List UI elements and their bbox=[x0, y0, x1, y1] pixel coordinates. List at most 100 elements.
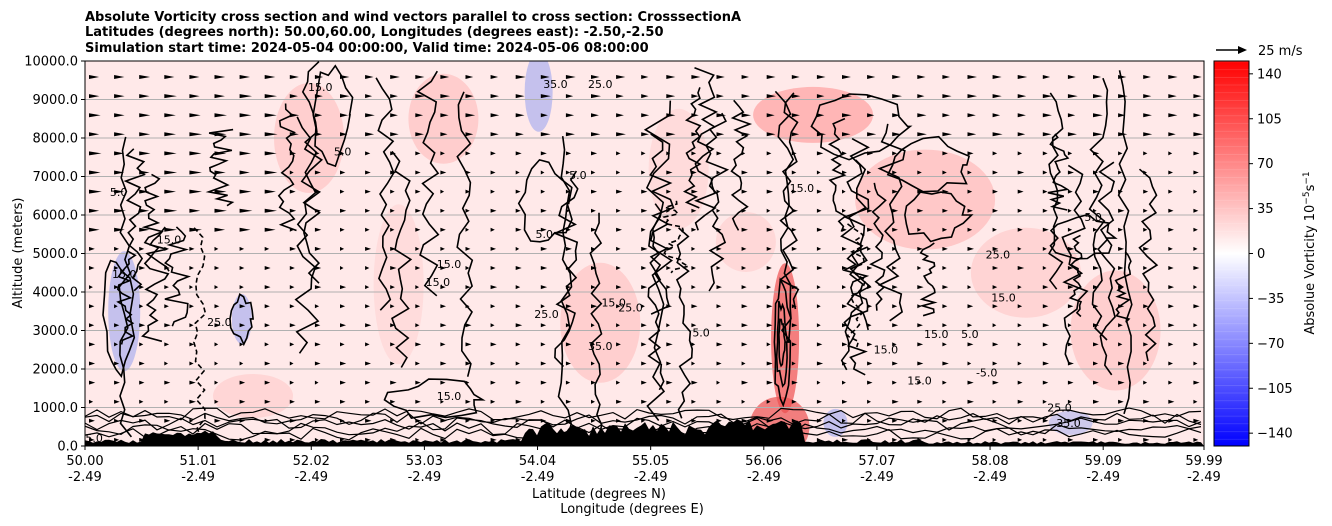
wind-arrow bbox=[942, 380, 947, 385]
wind-arrow bbox=[1093, 266, 1100, 270]
y-tick-label: 5000.0 bbox=[33, 247, 79, 262]
wind-arrow bbox=[540, 151, 547, 156]
wind-arrow bbox=[842, 380, 846, 385]
wind-arrow bbox=[967, 361, 972, 366]
wind-arrow bbox=[766, 266, 772, 270]
wind-arrow bbox=[89, 246, 95, 251]
wind-arrow bbox=[214, 399, 219, 404]
wind-arrow bbox=[540, 323, 547, 328]
vorticity-blob bbox=[213, 373, 294, 418]
wind-arrow bbox=[214, 75, 226, 79]
wind-arrow bbox=[390, 342, 395, 347]
contour-line bbox=[647, 203, 665, 391]
wind-arrow bbox=[1143, 132, 1153, 137]
wind-arrow bbox=[616, 113, 624, 118]
wind-arrow bbox=[540, 208, 547, 213]
x-tick-label-longitude: -2.49 bbox=[1086, 470, 1120, 485]
contour-line bbox=[416, 70, 440, 297]
contour-loop bbox=[383, 378, 486, 419]
y-tick-label: 1000.0 bbox=[33, 401, 79, 416]
wind-arrow bbox=[89, 285, 93, 290]
wind-arrow bbox=[415, 285, 420, 290]
wind-arrow bbox=[741, 304, 748, 309]
wind-arrow bbox=[264, 94, 277, 99]
wind-arrow bbox=[591, 208, 596, 213]
wind-arrow bbox=[917, 380, 922, 385]
wind-arrow bbox=[691, 132, 699, 137]
wind-arrow bbox=[515, 323, 523, 328]
wind-arrow bbox=[1017, 323, 1022, 328]
contour-label: 15.0 bbox=[601, 297, 626, 310]
wind-arrow bbox=[766, 380, 773, 385]
wind-arrow bbox=[816, 227, 823, 232]
wind-arrow bbox=[114, 113, 125, 118]
wind-arrow bbox=[1143, 437, 1150, 442]
wind-arrow bbox=[816, 361, 824, 366]
wind-arrow bbox=[1093, 437, 1099, 442]
wind-arrow bbox=[264, 399, 271, 404]
wind-arrow bbox=[139, 304, 144, 309]
wind-arrow bbox=[515, 208, 521, 213]
wind-arrow bbox=[1067, 132, 1077, 137]
wind-arrow bbox=[892, 189, 899, 194]
wind-arrow bbox=[842, 227, 847, 232]
wind-arrow bbox=[365, 304, 370, 309]
wind-arrow bbox=[239, 361, 244, 366]
wind-arrow bbox=[716, 285, 722, 290]
wind-arrow bbox=[89, 323, 95, 328]
wind-arrow bbox=[340, 399, 346, 404]
contour-label: 5.0 bbox=[1084, 211, 1102, 224]
wind-arrow bbox=[917, 246, 923, 251]
wind-arrow bbox=[415, 151, 421, 156]
wind-arrow bbox=[1093, 380, 1099, 385]
wind-arrow bbox=[465, 342, 472, 347]
wind-arrow bbox=[314, 361, 321, 366]
wind-arrow bbox=[917, 75, 926, 79]
wind-arrow bbox=[1093, 151, 1100, 156]
wind-arrow bbox=[289, 361, 294, 366]
wind-arrow bbox=[440, 380, 446, 385]
wind-arrow bbox=[289, 94, 298, 99]
wind-arrow bbox=[164, 170, 178, 175]
wind-arrow bbox=[390, 189, 395, 194]
wind-arrow bbox=[1168, 227, 1174, 232]
wind-arrow bbox=[289, 399, 295, 404]
wind-arrow bbox=[189, 189, 202, 194]
wind-arrow bbox=[1168, 323, 1175, 328]
wind-arrow bbox=[892, 266, 897, 270]
wind-arrow bbox=[565, 208, 570, 213]
x-tick-label-latitude: 52.02 bbox=[293, 454, 330, 469]
contour-line bbox=[118, 136, 133, 438]
wind-arrow bbox=[816, 246, 822, 251]
wind-arrow bbox=[741, 151, 746, 156]
wind-arrow bbox=[565, 285, 571, 290]
wind-arrow bbox=[942, 323, 947, 328]
wind-arrow bbox=[1042, 246, 1047, 251]
wind-arrow bbox=[1118, 189, 1123, 194]
wind-arrow bbox=[565, 151, 572, 156]
wind-arrow bbox=[540, 380, 547, 385]
wind-arrow bbox=[741, 361, 746, 366]
wind-arrow bbox=[892, 285, 898, 290]
wind-arrow bbox=[1017, 342, 1022, 347]
wind-arrow bbox=[114, 246, 119, 251]
wind-arrow bbox=[365, 380, 371, 385]
wind-arrow bbox=[540, 285, 548, 290]
wind-arrow bbox=[867, 227, 874, 232]
wind-arrow bbox=[967, 113, 976, 118]
wind-arrow bbox=[716, 208, 721, 213]
wind-arrow bbox=[189, 418, 194, 423]
y-tick-label: 8000.0 bbox=[33, 132, 79, 147]
title-line-2: Latitudes (degrees north): 50.00,60.00, … bbox=[85, 25, 664, 40]
wind-arrow bbox=[1042, 227, 1049, 232]
wind-arrow bbox=[365, 399, 370, 404]
wind-arrow bbox=[791, 227, 797, 232]
wind-arrow bbox=[264, 266, 271, 270]
wind-arrow bbox=[465, 323, 472, 328]
wind-arrow bbox=[1168, 151, 1173, 156]
wind-arrow bbox=[1193, 342, 1199, 347]
wind-arrow bbox=[641, 113, 650, 118]
wind-arrow bbox=[917, 418, 924, 423]
wind-arrow bbox=[967, 132, 977, 137]
wind-arrow bbox=[691, 380, 698, 385]
